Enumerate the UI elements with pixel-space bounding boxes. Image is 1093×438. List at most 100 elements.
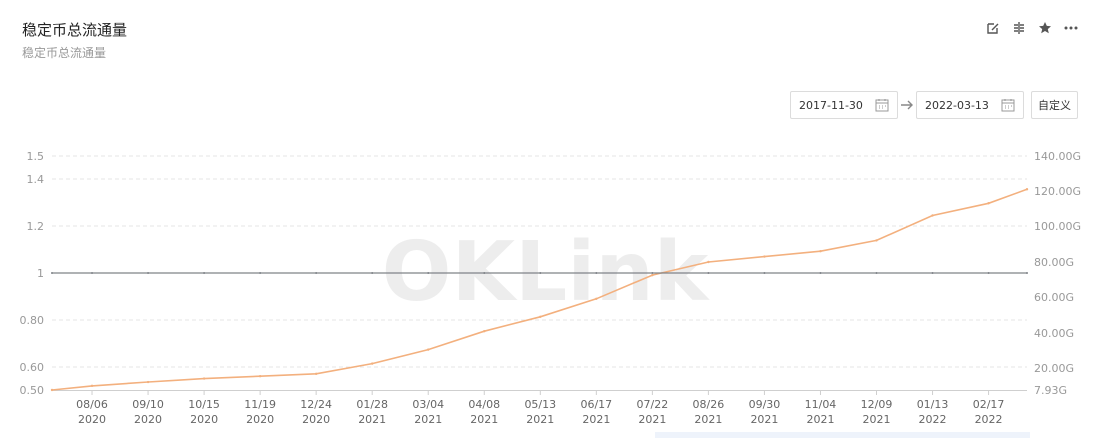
scroll-hint [655,432,1030,438]
y-left-tick-label: 1.5 [27,150,45,163]
x-tick-label: 12/09 [861,398,893,411]
supply-point [707,260,710,264]
price-point [203,272,206,274]
supply-point [258,375,262,378]
supply-point [90,384,94,388]
y-left-tick-label: 0.80 [20,314,45,327]
x-tick-year-label: 2021 [470,413,498,426]
x-tick-label: 06/17 [580,398,612,411]
x-tick-year-label: 2021 [358,413,386,426]
price-point [315,272,318,274]
x-tick-label: 07/22 [637,398,669,411]
supply-point [763,255,766,258]
x-tick-label: 12/24 [300,398,332,411]
y-right-tick-label: 40.00G [1034,327,1074,340]
price-point [595,272,598,274]
supply-point [931,214,934,217]
price-point [483,272,486,274]
x-tick-year-label: 2020 [78,413,106,426]
supply-point [987,202,990,205]
calendar-icon [875,98,889,112]
calendar-icon [1001,98,1015,112]
x-tick-year-label: 2022 [975,413,1003,426]
price-point [875,272,878,274]
y-right-tick-label: 20.00G [1034,362,1074,375]
x-tick-label: 09/30 [749,398,781,411]
price-point [819,272,822,274]
supply-point [595,297,598,300]
price-point [91,272,94,274]
chart-subtitle: 稳定币总流通量 [22,46,107,60]
x-tick-label: 11/04 [805,398,837,411]
x-tick-year-label: 2021 [694,413,722,426]
x-tick-year-label: 2021 [750,413,778,426]
price-point [1026,272,1028,274]
price-point [763,272,766,274]
x-tick-label: 11/19 [244,398,276,411]
x-tick-year-label: 2021 [582,413,610,426]
x-tick-label: 08/26 [693,398,725,411]
chart-title: 稳定币总流通量 [22,21,128,39]
start-date-picker[interactable]: 2017-11-30 [790,91,898,119]
supply-point [314,372,318,376]
x-tick-year-label: 2021 [638,413,666,426]
y-left-tick-label: 0.50 [20,384,45,397]
chart-toolbar [985,20,1079,36]
y-left-tick-label: 1.4 [27,173,45,186]
supply-point [875,239,878,242]
price-point [427,272,430,274]
y-right-tick-label: 100.00G [1034,220,1081,233]
x-tick-label: 10/15 [188,398,220,411]
star-icon[interactable] [1037,20,1053,36]
x-tick-year-label: 2022 [919,413,947,426]
y-right-tick-label: 60.00G [1034,291,1074,304]
start-date-value: 2017-11-30 [799,98,863,112]
x-tick-year-label: 2021 [414,413,442,426]
x-tick-year-label: 2020 [134,413,162,426]
edit-icon[interactable] [985,20,1001,36]
supply-point [202,377,206,380]
y-right-tick-label: 7.93G [1034,384,1067,397]
x-tick-label: 09/10 [132,398,164,411]
x-tick-year-label: 2020 [246,413,274,426]
y-left-tick-label: 1 [37,267,44,280]
supply-point [483,330,486,333]
x-tick-label: 01/28 [356,398,388,411]
custom-range-button[interactable]: 自定义 [1031,91,1078,119]
price-point [987,272,990,274]
supply-point [819,250,822,253]
price-point [651,272,654,274]
x-tick-year-label: 2020 [302,413,330,426]
supply-point [1025,188,1029,191]
x-tick-label: 05/13 [524,398,556,411]
x-tick-year-label: 2021 [863,413,891,426]
x-tick-year-label: 2021 [526,413,554,426]
x-tick-year-label: 2021 [806,413,834,426]
y-right-tick-label: 120.00G [1034,185,1081,198]
y-right-tick-label: 80.00G [1034,256,1074,269]
compare-icon[interactable] [1011,20,1027,36]
arrow-right-icon [900,97,914,111]
x-tick-label: 03/04 [412,398,444,411]
supply-point [370,362,374,365]
more-icon[interactable] [1063,20,1079,36]
x-tick-year-label: 2020 [190,413,218,426]
y-left-tick-label: 1.2 [27,220,45,233]
price-point [931,272,934,274]
x-tick-label: 02/17 [973,398,1005,411]
price-point [147,272,150,274]
price-point [51,272,53,274]
x-tick-label: 08/06 [76,398,108,411]
supply-point [539,315,542,318]
supply-point [651,273,654,277]
x-tick-label: 04/08 [468,398,500,411]
supply-point [146,380,150,384]
supply-point [427,348,430,351]
end-date-picker[interactable]: 2022-03-13 [916,91,1024,119]
x-tick-label: 01/13 [917,398,949,411]
price-point [259,272,262,274]
supply-point [50,388,54,392]
end-date-value: 2022-03-13 [925,98,989,112]
price-point [707,272,710,274]
